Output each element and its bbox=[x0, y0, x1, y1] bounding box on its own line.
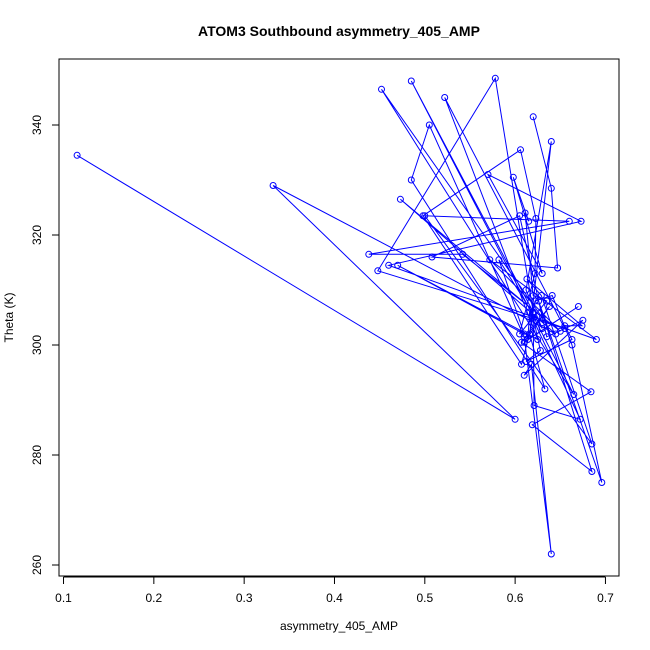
data-point bbox=[592, 336, 600, 343]
data-point bbox=[579, 316, 587, 324]
data-point bbox=[546, 303, 553, 310]
data-point bbox=[561, 322, 569, 330]
data-point bbox=[529, 314, 537, 321]
y-tick-label: 340 bbox=[30, 115, 44, 135]
data-point bbox=[441, 94, 449, 101]
data-point bbox=[536, 347, 544, 354]
data-point bbox=[520, 330, 528, 338]
chart-title: ATOM3 Southbound asymmetry_405_AMP bbox=[198, 23, 480, 39]
data-point bbox=[517, 146, 524, 154]
data-point bbox=[568, 336, 576, 343]
data-point bbox=[365, 250, 373, 258]
data-point bbox=[547, 184, 555, 192]
data-point bbox=[511, 415, 519, 423]
data-point bbox=[520, 371, 528, 379]
data-point bbox=[522, 286, 530, 294]
data-point bbox=[588, 440, 596, 448]
data-point bbox=[525, 217, 533, 225]
data-point bbox=[518, 338, 525, 346]
y-axis-label: Theta (K) bbox=[2, 292, 16, 342]
x-tick-label: 0.4 bbox=[326, 591, 343, 605]
data-point bbox=[530, 402, 538, 409]
data-point bbox=[378, 85, 385, 93]
data-point bbox=[570, 391, 578, 398]
data-point bbox=[538, 314, 546, 321]
data-point bbox=[535, 297, 543, 305]
data-point bbox=[521, 209, 529, 217]
data-point bbox=[538, 325, 546, 332]
data-point bbox=[538, 270, 546, 277]
x-axis-label: asymmetry_405_AMP bbox=[280, 619, 398, 633]
data-point bbox=[73, 151, 81, 159]
x-tick-label: 0.3 bbox=[236, 591, 253, 605]
data-point bbox=[425, 121, 433, 129]
data-point bbox=[565, 217, 573, 225]
x-tick-label: 0.7 bbox=[597, 591, 614, 605]
y-tick-label: 320 bbox=[30, 225, 44, 245]
data-point bbox=[587, 388, 595, 396]
data-point bbox=[543, 333, 551, 341]
data-point bbox=[598, 479, 606, 486]
data-point bbox=[547, 550, 555, 558]
data-point bbox=[495, 256, 503, 264]
data-point bbox=[547, 138, 555, 145]
data-point bbox=[394, 261, 402, 269]
data-point bbox=[526, 330, 534, 338]
x-tick-label: 0.6 bbox=[507, 591, 524, 605]
data-point bbox=[484, 171, 492, 178]
data-point bbox=[541, 385, 549, 393]
x-tick-label: 0.2 bbox=[145, 591, 162, 605]
data-point bbox=[407, 176, 415, 184]
data-point bbox=[528, 421, 536, 429]
data-point bbox=[269, 182, 277, 189]
data-point bbox=[548, 292, 556, 299]
data-point bbox=[588, 468, 596, 475]
data-point bbox=[407, 77, 415, 85]
data-point bbox=[385, 261, 393, 269]
data-point bbox=[554, 264, 562, 272]
data-point bbox=[374, 267, 382, 275]
data-point bbox=[577, 217, 585, 225]
data-point bbox=[491, 74, 499, 82]
data-point bbox=[396, 195, 404, 203]
data-point bbox=[556, 327, 564, 335]
y-axis: 260 280 300 320 340 bbox=[30, 115, 60, 575]
data-point bbox=[459, 250, 467, 258]
data-point bbox=[534, 336, 542, 343]
data-point bbox=[523, 275, 531, 283]
x-axis: 0.1 0.2 0.3 0.4 0.5 0.6 0.7 bbox=[55, 576, 614, 605]
data-point bbox=[419, 212, 427, 220]
data-point bbox=[537, 292, 545, 299]
y-tick-label: 260 bbox=[30, 555, 44, 575]
series-layer bbox=[73, 74, 606, 558]
data-point bbox=[543, 297, 551, 305]
data-point bbox=[527, 360, 535, 368]
series-line bbox=[76, 76, 603, 555]
data-point bbox=[486, 256, 494, 264]
data-point bbox=[520, 333, 528, 341]
y-tick-label: 300 bbox=[30, 335, 44, 355]
data-point bbox=[518, 360, 525, 368]
data-point bbox=[574, 303, 582, 310]
data-point bbox=[531, 270, 539, 277]
x-tick-label: 0.5 bbox=[416, 591, 433, 605]
data-point bbox=[526, 308, 534, 316]
data-point bbox=[428, 253, 436, 261]
data-point bbox=[532, 215, 540, 222]
data-point bbox=[509, 173, 517, 181]
y-tick-label: 280 bbox=[30, 445, 44, 465]
x-tick-label: 0.1 bbox=[55, 591, 72, 605]
data-point bbox=[516, 212, 524, 220]
data-point bbox=[576, 415, 584, 423]
data-point bbox=[529, 292, 537, 299]
data-point bbox=[529, 113, 537, 121]
